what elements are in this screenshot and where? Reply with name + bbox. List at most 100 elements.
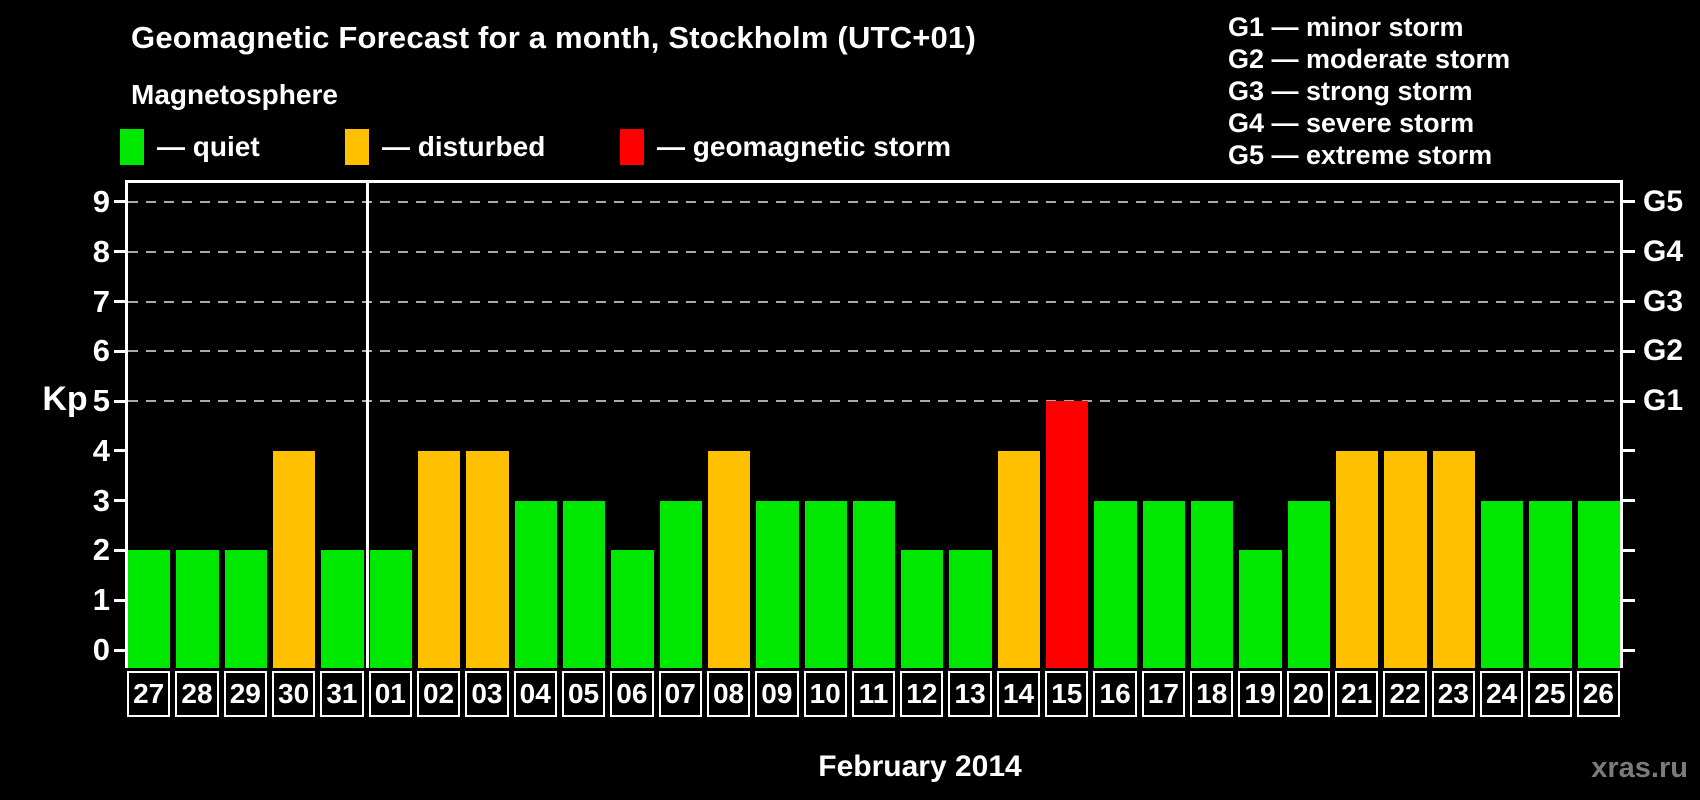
date-cell-08: 08 bbox=[706, 671, 751, 717]
kp-bar-day-23 bbox=[1432, 450, 1476, 668]
date-cell-23: 23 bbox=[1431, 671, 1476, 717]
kp-bar-day-20 bbox=[1287, 500, 1331, 668]
date-cell-07: 07 bbox=[658, 671, 702, 717]
kp-bar-day-22 bbox=[1384, 450, 1427, 668]
kp-bar-day-08 bbox=[707, 450, 751, 668]
date-cell-28: 28 bbox=[175, 671, 219, 717]
legend-item-storm: — geomagnetic storm bbox=[620, 129, 951, 165]
kp-bar-day-29 bbox=[224, 550, 267, 668]
y-tick-right-8 bbox=[1623, 250, 1635, 254]
disturbed-color-swatch bbox=[345, 129, 369, 165]
kp-bar-day-16 bbox=[1094, 500, 1137, 668]
kp-bar-day-12 bbox=[901, 550, 944, 668]
kp-bar-day-10 bbox=[804, 500, 847, 668]
y-tick-label-3: 3 bbox=[92, 482, 110, 518]
y-axis-title: Kp bbox=[42, 380, 88, 418]
date-cell-16: 16 bbox=[1093, 671, 1137, 717]
kp-bar-day-06 bbox=[611, 550, 654, 668]
date-cell-29: 29 bbox=[223, 671, 267, 717]
y-tick-label-4: 4 bbox=[92, 432, 110, 468]
kp-bar-day-30 bbox=[272, 450, 316, 668]
date-cell-27: 27 bbox=[127, 671, 171, 717]
legend-label-quiet: — quiet bbox=[157, 131, 260, 162]
chart-title: Geomagnetic Forecast for a month, Stockh… bbox=[131, 20, 976, 55]
quiet-color-swatch bbox=[120, 129, 144, 165]
y-tick-right-3 bbox=[1623, 499, 1635, 503]
gridline-8 bbox=[128, 250, 1620, 253]
y-tick-left-9 bbox=[114, 200, 126, 204]
y-tick-label-0: 0 bbox=[92, 632, 110, 667]
y-tick-right-4 bbox=[1623, 449, 1635, 453]
kp-bar-day-14 bbox=[997, 450, 1041, 668]
g-axis-label-g4: G4 bbox=[1643, 234, 1684, 268]
date-cell-05: 05 bbox=[561, 671, 606, 717]
y-tick-right-6 bbox=[1623, 349, 1635, 353]
kp-bar-day-13 bbox=[949, 550, 992, 668]
y-tick-right-0 bbox=[1623, 648, 1635, 652]
g-axis-label-g3: G3 bbox=[1643, 284, 1684, 318]
g-axis-label-g5: G5 bbox=[1643, 184, 1684, 218]
date-cell-06: 06 bbox=[610, 671, 654, 717]
y-tick-right-2 bbox=[1623, 548, 1635, 552]
g-axis-label-g2: G2 bbox=[1643, 334, 1684, 368]
y-tick-left-3 bbox=[114, 499, 126, 503]
kp-bar-day-01 bbox=[369, 550, 412, 668]
kp-bar-day-18 bbox=[1191, 500, 1234, 668]
kp-bar-day-15 bbox=[1046, 401, 1089, 668]
gridline-6 bbox=[128, 350, 1620, 353]
date-cell-19: 19 bbox=[1238, 671, 1282, 717]
date-cell-02: 02 bbox=[416, 671, 461, 717]
kp-bar-day-28 bbox=[176, 550, 219, 668]
y-tick-left-0 bbox=[114, 648, 126, 652]
watermark: xras.ru bbox=[1591, 752, 1688, 784]
g-axis-label-g1: G1 bbox=[1643, 384, 1684, 418]
legend-item-quiet: — quiet bbox=[120, 129, 260, 165]
kp-bar-day-21 bbox=[1336, 450, 1379, 668]
date-cell-20: 20 bbox=[1286, 671, 1331, 717]
storm-scale-line-g3: G3 — strong storm bbox=[1228, 76, 1473, 106]
date-cell-21: 21 bbox=[1335, 671, 1379, 717]
date-cell-26: 26 bbox=[1576, 671, 1620, 717]
kp-bar-day-25 bbox=[1529, 500, 1572, 668]
y-tick-label-8: 8 bbox=[92, 233, 110, 269]
date-cell-10: 10 bbox=[803, 671, 847, 717]
legend-label-disturbed: — disturbed bbox=[382, 131, 546, 162]
date-cell-01: 01 bbox=[368, 671, 412, 717]
legend-label-storm: — geomagnetic storm bbox=[657, 131, 952, 162]
date-cell-22: 22 bbox=[1383, 671, 1427, 717]
kp-bar-day-03 bbox=[466, 450, 509, 668]
y-tick-left-4 bbox=[114, 449, 126, 453]
kp-bar-day-09 bbox=[756, 500, 799, 668]
storm-scale-line-g5: G5 — extreme storm bbox=[1228, 140, 1493, 170]
y-tick-label-9: 9 bbox=[92, 183, 110, 219]
legend-item-disturbed: — disturbed bbox=[345, 129, 545, 165]
magnetosphere-label: Magnetosphere bbox=[131, 79, 338, 110]
kp-bar-day-27 bbox=[128, 550, 171, 668]
y-tick-label-2: 2 bbox=[92, 532, 110, 568]
y-tick-left-5 bbox=[114, 399, 126, 403]
y-tick-label-5: 5 bbox=[92, 383, 110, 419]
date-cell-03: 03 bbox=[465, 671, 509, 717]
date-cell-11: 11 bbox=[851, 671, 896, 717]
kp-bar-day-17 bbox=[1142, 500, 1186, 668]
date-cell-04: 04 bbox=[513, 671, 557, 717]
date-cell-15: 15 bbox=[1045, 671, 1089, 717]
x-axis-title: February 2014 bbox=[818, 750, 1022, 783]
date-cell-14: 14 bbox=[996, 671, 1041, 717]
y-tick-right-5 bbox=[1623, 399, 1635, 403]
date-cell-18: 18 bbox=[1190, 671, 1234, 717]
y-tick-right-9 bbox=[1623, 200, 1635, 204]
kp-bar-day-04 bbox=[514, 500, 557, 668]
storm-color-swatch bbox=[620, 129, 644, 165]
kp-bar-day-19 bbox=[1239, 550, 1282, 668]
date-cell-25: 25 bbox=[1528, 671, 1572, 717]
gridline-7 bbox=[128, 300, 1620, 303]
y-tick-right-7 bbox=[1623, 300, 1635, 304]
kp-bar-day-26 bbox=[1577, 500, 1620, 668]
storm-scale-legend: G1 — minor storm G2 — moderate storm G3 … bbox=[1228, 11, 1510, 171]
date-cell-13: 13 bbox=[948, 671, 992, 717]
y-tick-label-6: 6 bbox=[92, 333, 110, 369]
date-cell-30: 30 bbox=[271, 671, 316, 717]
y-tick-left-8 bbox=[114, 250, 126, 254]
